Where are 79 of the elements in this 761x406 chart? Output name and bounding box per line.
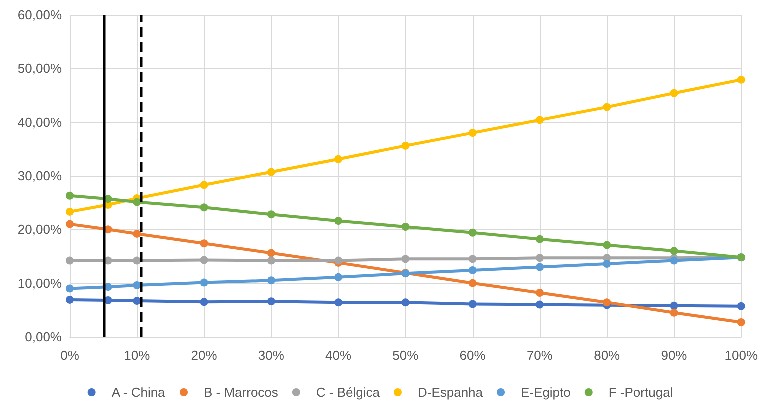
point: [536, 263, 544, 272]
point: [468, 279, 477, 288]
point: [66, 296, 74, 304]
point: [200, 256, 208, 264]
point: [334, 155, 343, 164]
point: [334, 217, 343, 226]
x-tick-label: 10%: [124, 348, 151, 363]
y-tick-label: 30,00%: [18, 168, 62, 184]
legend-label: D-Espanha: [418, 385, 484, 400]
point: [200, 204, 208, 212]
x-tick-label: 80%: [594, 348, 621, 363]
x-tick-label: 20%: [191, 348, 218, 363]
point: [133, 256, 142, 265]
point: [737, 302, 746, 310]
point: [670, 308, 678, 317]
legend-label: A - China: [112, 385, 166, 400]
point: [468, 266, 477, 274]
point: [402, 255, 410, 264]
y-tick-label: 20,00%: [18, 222, 62, 238]
point: [670, 247, 678, 256]
point: [200, 278, 208, 287]
point: [200, 240, 208, 248]
point: [468, 300, 477, 308]
point: [536, 288, 544, 297]
x-tick-label: 50%: [392, 348, 420, 363]
x-tick-label: 100%: [724, 348, 758, 363]
y-tick-label: 0,00%: [25, 330, 62, 344]
x-tick-label: 0%: [60, 348, 80, 363]
point: [536, 116, 544, 124]
point: [334, 273, 343, 282]
point: [267, 249, 276, 258]
point: [133, 297, 142, 306]
point: [737, 76, 746, 84]
point: [267, 210, 276, 219]
point: [737, 318, 746, 327]
point: [670, 256, 678, 265]
x-tick-label: 90%: [661, 348, 688, 363]
x-tick-label: 70%: [526, 348, 554, 363]
point: [133, 281, 142, 290]
point: [402, 222, 410, 231]
point: [603, 260, 612, 268]
y-tick-label: 40,00%: [18, 114, 62, 130]
y-tick-label: 50,00%: [18, 61, 62, 76]
point: [66, 192, 74, 200]
y-tick-label: 60,00%: [18, 8, 62, 22]
point: [200, 298, 208, 306]
legend-label: E-Egipto: [521, 385, 571, 400]
point: [670, 89, 678, 98]
point: [402, 142, 410, 150]
point: [66, 284, 74, 293]
legend-label: B - Marrocos: [204, 385, 279, 400]
point: [66, 220, 74, 228]
point: [536, 235, 544, 244]
point: [468, 129, 477, 138]
point: [334, 298, 343, 307]
point: [66, 256, 74, 265]
point: [267, 298, 276, 306]
y-tick-label: 10,00%: [18, 276, 62, 291]
point: [267, 168, 276, 176]
point: [468, 255, 477, 264]
point: [133, 198, 142, 206]
point: [536, 254, 544, 262]
x-tick-label: 40%: [326, 348, 352, 363]
point: [670, 302, 678, 310]
point: [267, 276, 276, 285]
x-tick-label: 60%: [460, 348, 486, 363]
point: [133, 230, 142, 238]
point: [603, 103, 612, 112]
point: [536, 300, 544, 309]
legend-label: F -Portugal: [608, 385, 674, 400]
point: [603, 298, 612, 307]
point: [603, 241, 612, 250]
x-tick-label: 30%: [258, 348, 285, 363]
point: [402, 298, 410, 307]
point: [66, 208, 74, 216]
legend-label: C - Bélgica: [316, 385, 381, 400]
point: [200, 181, 208, 190]
point: [267, 256, 276, 265]
point: [468, 228, 477, 237]
